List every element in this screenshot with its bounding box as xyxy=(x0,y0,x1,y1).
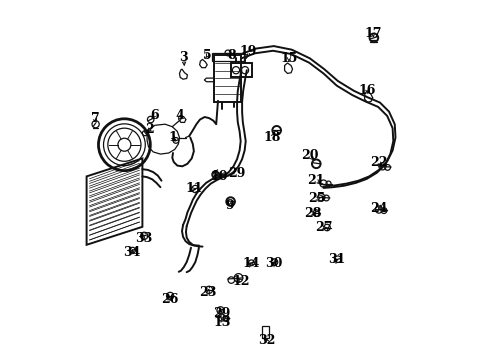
Text: 25: 25 xyxy=(308,192,326,205)
Text: 22: 22 xyxy=(370,156,388,169)
Text: 32: 32 xyxy=(258,334,275,347)
Text: 12: 12 xyxy=(233,275,250,288)
Text: 33: 33 xyxy=(135,232,152,245)
Text: 30: 30 xyxy=(265,257,283,270)
Bar xyxy=(212,53,244,61)
Bar xyxy=(262,326,269,338)
Text: 9: 9 xyxy=(225,199,234,212)
Text: 19: 19 xyxy=(240,45,257,58)
Text: 7: 7 xyxy=(91,112,99,125)
Text: 24: 24 xyxy=(370,202,388,215)
Text: 10: 10 xyxy=(210,170,228,183)
Text: 14: 14 xyxy=(242,257,260,270)
Text: 1: 1 xyxy=(169,131,177,144)
Text: 27: 27 xyxy=(316,221,333,234)
Text: 5: 5 xyxy=(203,49,212,62)
Text: 13: 13 xyxy=(214,316,231,329)
Text: 29: 29 xyxy=(228,167,246,180)
Text: 16: 16 xyxy=(359,84,376,96)
Text: 28: 28 xyxy=(304,207,321,220)
Text: 18: 18 xyxy=(263,131,281,144)
Text: 34: 34 xyxy=(123,246,140,259)
Bar xyxy=(231,63,252,77)
Text: 6: 6 xyxy=(150,109,159,122)
Text: 21: 21 xyxy=(307,174,324,187)
Text: 8: 8 xyxy=(227,49,236,62)
Text: 31: 31 xyxy=(328,253,346,266)
Text: 4: 4 xyxy=(176,109,185,122)
Bar xyxy=(215,55,242,102)
Text: 11: 11 xyxy=(186,183,203,195)
Text: 15: 15 xyxy=(280,52,297,65)
Text: 2: 2 xyxy=(145,123,154,136)
Text: 23: 23 xyxy=(199,286,217,299)
Text: 29: 29 xyxy=(213,307,230,320)
Text: 26: 26 xyxy=(161,293,178,306)
Text: 17: 17 xyxy=(364,27,382,40)
Text: 20: 20 xyxy=(301,149,318,162)
Text: 3: 3 xyxy=(179,51,188,64)
